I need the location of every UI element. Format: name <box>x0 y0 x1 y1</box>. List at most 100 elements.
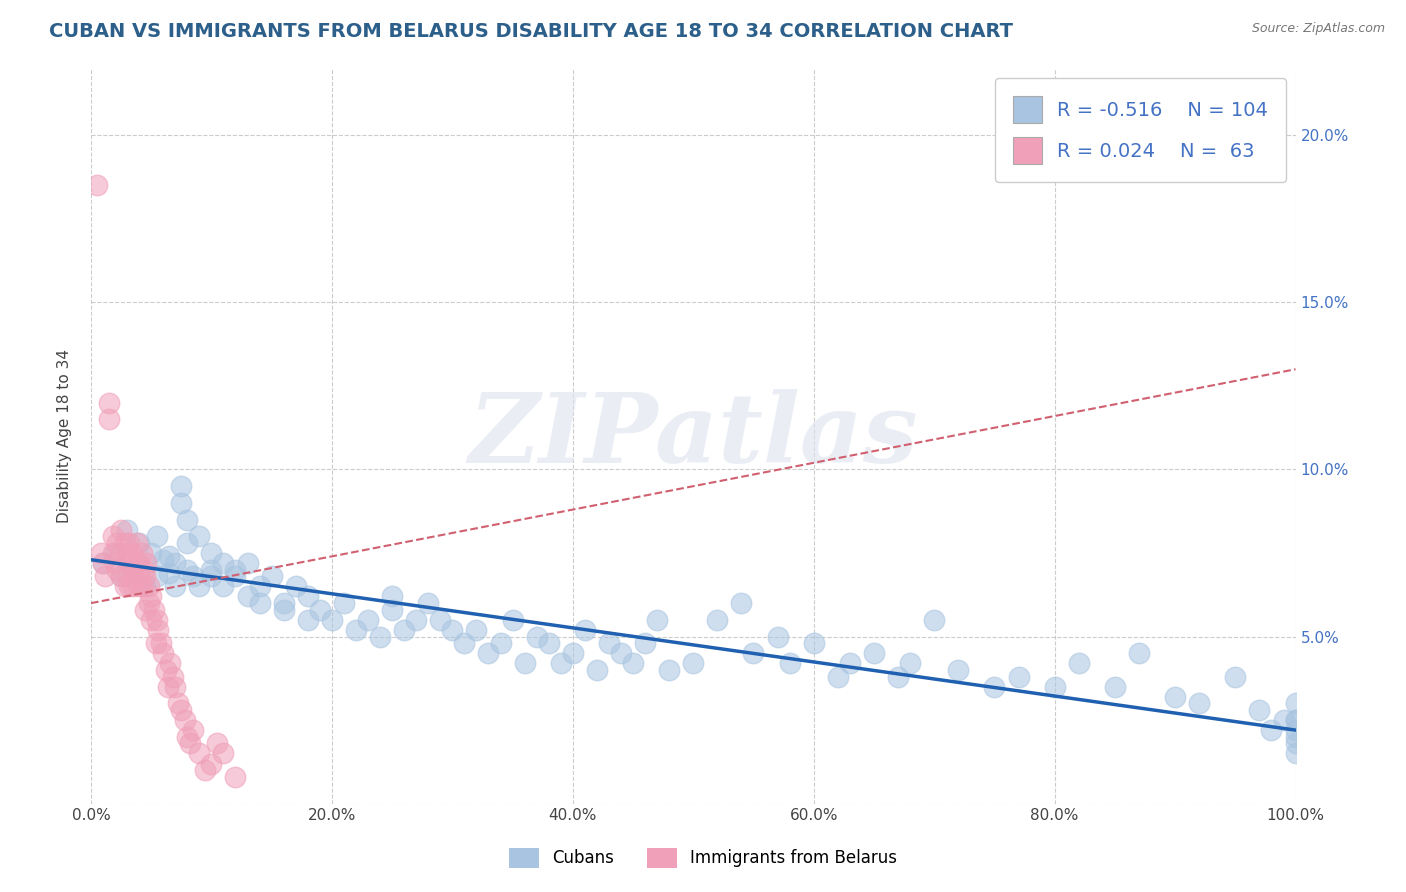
Point <box>131 546 153 560</box>
Point <box>948 663 970 677</box>
Point <box>170 479 193 493</box>
Point <box>1043 680 1066 694</box>
Point <box>165 680 187 694</box>
Point <box>141 546 163 560</box>
Point <box>706 613 728 627</box>
Point <box>381 590 404 604</box>
Point <box>321 613 343 627</box>
Point <box>131 579 153 593</box>
Point <box>114 536 136 550</box>
Point <box>730 596 752 610</box>
Point <box>155 663 177 677</box>
Point <box>1284 697 1306 711</box>
Legend: Cubans, Immigrants from Belarus: Cubans, Immigrants from Belarus <box>502 841 904 875</box>
Point <box>236 556 259 570</box>
Point <box>249 579 271 593</box>
Point <box>200 563 222 577</box>
Point <box>344 623 367 637</box>
Point <box>658 663 681 677</box>
Point <box>418 596 440 610</box>
Point <box>502 613 524 627</box>
Point <box>91 556 114 570</box>
Point <box>98 395 121 409</box>
Point <box>357 613 380 627</box>
Point <box>157 566 180 580</box>
Point <box>598 636 620 650</box>
Point <box>128 556 150 570</box>
Point <box>146 529 169 543</box>
Point <box>138 596 160 610</box>
Point <box>610 646 633 660</box>
Point <box>115 569 138 583</box>
Point <box>132 563 155 577</box>
Legend: R = -0.516    N = 104, R = 0.024    N =  63: R = -0.516 N = 104, R = 0.024 N = 63 <box>995 78 1286 182</box>
Point <box>1284 736 1306 750</box>
Point <box>128 569 150 583</box>
Point <box>176 536 198 550</box>
Point <box>236 590 259 604</box>
Point <box>101 546 124 560</box>
Point <box>115 546 138 560</box>
Point <box>212 579 235 593</box>
Point <box>1188 697 1211 711</box>
Point <box>118 536 141 550</box>
Point <box>526 630 548 644</box>
Point <box>91 556 114 570</box>
Point <box>297 613 319 627</box>
Point <box>162 670 184 684</box>
Point <box>159 657 181 671</box>
Point <box>645 613 668 627</box>
Point <box>1284 723 1306 738</box>
Text: Source: ZipAtlas.com: Source: ZipAtlas.com <box>1251 22 1385 36</box>
Point <box>561 646 583 660</box>
Point <box>141 590 163 604</box>
Point <box>477 646 499 660</box>
Point <box>224 569 246 583</box>
Point <box>1284 713 1306 727</box>
Point <box>1284 747 1306 761</box>
Point <box>135 556 157 570</box>
Point <box>145 636 167 650</box>
Point <box>983 680 1005 694</box>
Point <box>142 603 165 617</box>
Point <box>141 613 163 627</box>
Point <box>146 569 169 583</box>
Point <box>124 569 146 583</box>
Point <box>110 569 132 583</box>
Point <box>179 736 201 750</box>
Point <box>174 713 197 727</box>
Point <box>128 536 150 550</box>
Point <box>682 657 704 671</box>
Point <box>90 546 112 560</box>
Point <box>176 563 198 577</box>
Point <box>1067 657 1090 671</box>
Point <box>128 579 150 593</box>
Point <box>98 412 121 426</box>
Point <box>1284 730 1306 744</box>
Point <box>110 569 132 583</box>
Point <box>284 579 307 593</box>
Point <box>118 579 141 593</box>
Point <box>224 770 246 784</box>
Point <box>441 623 464 637</box>
Point <box>194 763 217 777</box>
Point <box>110 523 132 537</box>
Point <box>297 590 319 604</box>
Point <box>249 596 271 610</box>
Point <box>766 630 789 644</box>
Point <box>86 178 108 193</box>
Point <box>148 623 170 637</box>
Point <box>122 563 145 577</box>
Point <box>188 747 211 761</box>
Point <box>273 596 295 610</box>
Point <box>550 657 572 671</box>
Point <box>157 680 180 694</box>
Point <box>838 657 860 671</box>
Point <box>453 636 475 650</box>
Point <box>149 636 172 650</box>
Point <box>152 552 174 566</box>
Point <box>200 546 222 560</box>
Point <box>1284 713 1306 727</box>
Point <box>392 623 415 637</box>
Point <box>166 697 188 711</box>
